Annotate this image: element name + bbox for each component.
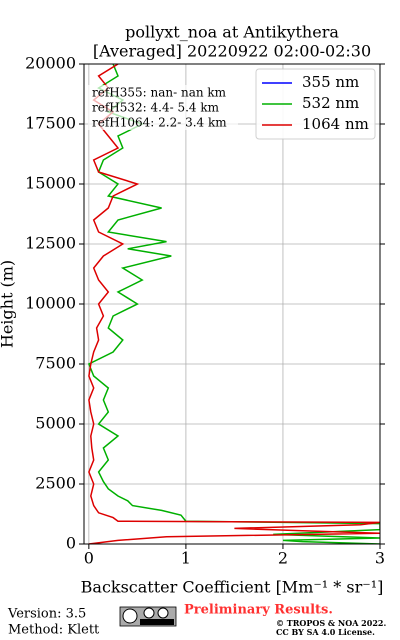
copyright: © TROPOS & NOA 2022. xyxy=(276,618,386,628)
x-tick-label: 0 xyxy=(84,549,94,568)
y-axis-label: Height (m) xyxy=(0,260,17,348)
annotation-bg xyxy=(88,100,238,115)
plot-frame xyxy=(83,63,381,545)
annotation-bg xyxy=(88,115,238,130)
plot-area xyxy=(87,64,380,544)
y-tick-label: 17500 xyxy=(25,114,76,133)
y-tick-label: 12500 xyxy=(25,234,76,253)
y-tick-label: 7500 xyxy=(35,354,76,373)
annotation: refH355: nan- nan km xyxy=(92,86,227,100)
legend-box xyxy=(255,68,376,140)
annotation: refH532: 4.4- 5.4 km xyxy=(92,101,220,115)
grid: 0 1 2 3 0 2500 5000 7500 10000 12500 15000 17500 200… xyxy=(25,54,385,568)
x-tick-label: 2 xyxy=(278,549,288,568)
legend-label: 532 nm xyxy=(302,94,359,112)
x-axis-label: Backscatter Coefficient [Mm⁻¹ * sr⁻¹] xyxy=(81,578,384,597)
legend: 355 nm 532 nm 1064 nm xyxy=(255,68,376,140)
method: Method: Klett xyxy=(8,623,100,638)
profile-line xyxy=(88,64,380,544)
y-tick-label: 2500 xyxy=(35,474,76,493)
annotation-bg xyxy=(88,85,238,100)
y-tick-label: 10000 xyxy=(25,294,76,313)
profile-line xyxy=(87,64,380,544)
x-tick-label: 3 xyxy=(375,549,385,568)
legend-label: 1064 nm xyxy=(302,115,369,133)
chart-title: pollyxt_noa at Antikythera xyxy=(125,23,339,42)
chart-subtitle: [Averaged] 20220922 02:00-02:30 xyxy=(93,42,371,61)
cc-logo xyxy=(119,606,177,627)
license: CC BY SA 4.0 License. xyxy=(276,627,375,637)
preliminary-note: Preliminary Results. xyxy=(184,603,333,618)
y-tick-label: 0 xyxy=(66,534,76,553)
y-tick-label: 5000 xyxy=(35,414,76,433)
y-tick-label: 15000 xyxy=(25,174,76,193)
y-tick-label: 20000 xyxy=(25,54,76,73)
version: Version: 3.5 xyxy=(7,607,86,622)
legend-label: 355 nm xyxy=(302,73,359,91)
x-tick-label: 1 xyxy=(181,549,191,568)
annotation: refH1064: 2.2- 3.4 km xyxy=(92,116,227,130)
